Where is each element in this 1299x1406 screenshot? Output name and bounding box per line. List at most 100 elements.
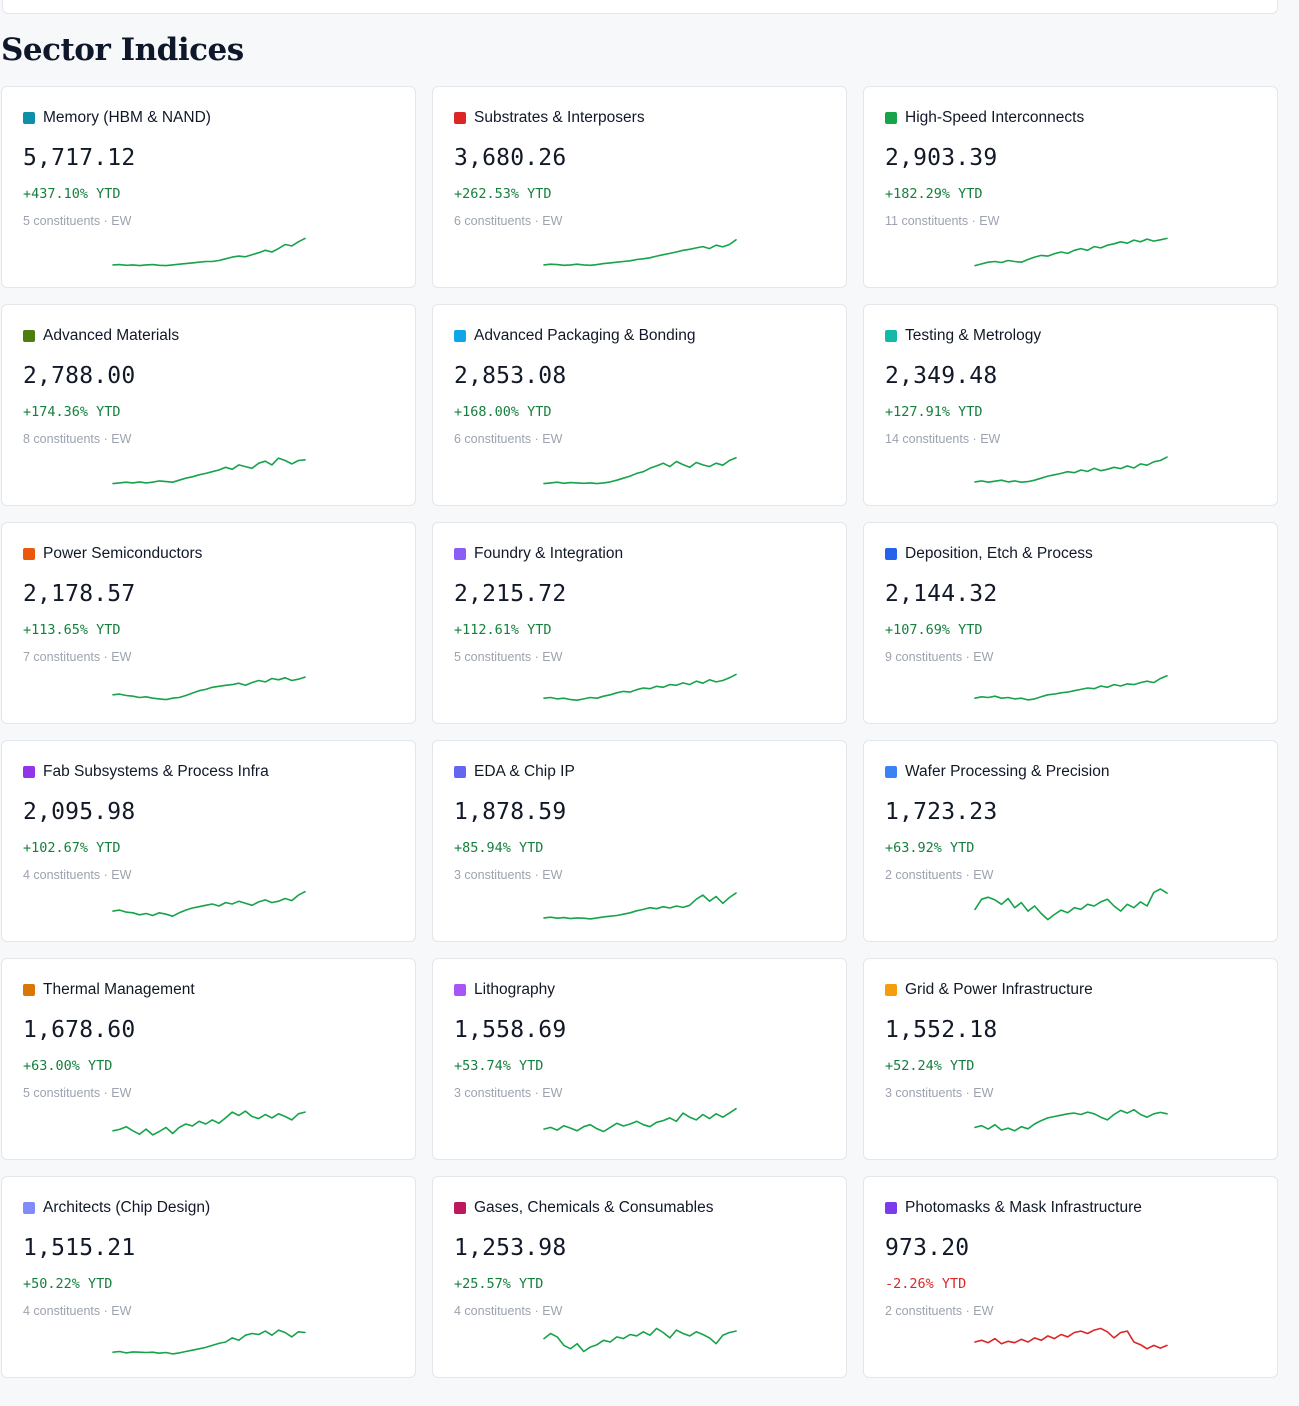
sector-name: Lithography [474,981,556,998]
sector-card-10[interactable]: EDA & Chip IP 1,878.59 +85.94% YTD 3 con… [432,740,847,942]
sector-card-1[interactable]: Substrates & Interposers 3,680.26 +262.5… [432,86,847,288]
sector-card-9[interactable]: Fab Subsystems & Process Infra 2,095.98 … [1,740,416,942]
sparkline-chart [974,456,1168,484]
constituents-meta: 4 constituents · EW [23,1304,132,1318]
sector-card-2[interactable]: High-Speed Interconnects 2,903.39 +182.2… [863,86,1278,288]
sector-name: Advanced Materials [43,327,180,344]
sector-color-swatch [454,112,466,124]
sector-card-3[interactable]: Advanced Materials 2,788.00 +174.36% YTD… [1,304,416,506]
sector-color-swatch [23,984,35,996]
index-value: 2,215.72 [454,581,567,607]
index-value: 973.20 [885,1235,970,1261]
constituents-meta: 6 constituents · EW [454,214,563,228]
ytd-change: +168.00% YTD [454,404,552,420]
index-value: 1,878.59 [454,799,567,825]
constituents-meta: 11 constituents · EW [885,214,1000,228]
sector-color-swatch [23,330,35,342]
sparkline-line [112,237,306,267]
card-header: Testing & Metrology [885,327,1041,345]
card-header: Fab Subsystems & Process Infra [23,763,269,781]
sector-name: Power Semiconductors [43,545,203,562]
index-value: 2,853.08 [454,363,567,389]
sparkline-chart [543,673,737,702]
constituents-meta: 9 constituents · EW [885,650,994,664]
sparkline-chart [974,888,1168,921]
constituents-meta: 2 constituents · EW [885,1304,994,1318]
card-header: Lithography [454,981,555,999]
constituents-meta: 5 constituents · EW [23,214,132,228]
sparkline-chart [974,1327,1168,1350]
sector-color-swatch [885,112,897,124]
sector-card-13[interactable]: Lithography 1,558.69 +53.74% YTD 3 const… [432,958,847,1160]
index-value: 1,678.60 [23,1017,136,1043]
index-value: 3,680.26 [454,145,567,171]
sector-color-swatch [454,984,466,996]
constituents-meta: 2 constituents · EW [885,868,994,882]
card-header: Foundry & Integration [454,545,623,563]
sector-card-11[interactable]: Wafer Processing & Precision 1,723.23 +6… [863,740,1278,942]
sector-card-7[interactable]: Foundry & Integration 2,215.72 +112.61% … [432,522,847,724]
sector-card-5[interactable]: Testing & Metrology 2,349.48 +127.91% YT… [863,304,1278,506]
sector-card-16[interactable]: Gases, Chemicals & Consumables 1,253.98 … [432,1176,847,1378]
sparkline-chart [112,237,306,267]
sector-name: Photomasks & Mask Infrastructure [905,1199,1142,1216]
sector-color-swatch [23,1202,35,1214]
index-value: 1,515.21 [23,1235,136,1261]
index-value: 2,349.48 [885,363,998,389]
card-header: High-Speed Interconnects [885,109,1084,127]
sector-card-14[interactable]: Grid & Power Infrastructure 1,552.18 +52… [863,958,1278,1160]
card-header: Advanced Packaging & Bonding [454,327,695,345]
sector-card-17[interactable]: Photomasks & Mask Infrastructure 973.20 … [863,1176,1278,1378]
sector-name: EDA & Chip IP [474,763,575,780]
constituents-meta: 6 constituents · EW [454,432,563,446]
sparkline-chart [974,237,1168,267]
sparkline-chart [543,1107,737,1133]
card-header: Gases, Chemicals & Consumables [454,1199,714,1217]
sparkline-chart [112,890,306,918]
sparkline-line [974,1327,1168,1350]
sector-name: Advanced Packaging & Bonding [474,327,696,344]
constituents-meta: 3 constituents · EW [454,868,563,882]
sparkline-chart [543,892,737,920]
sparkline-line [543,1327,737,1353]
sector-card-0[interactable]: Memory (HBM & NAND) 5,717.12 +437.10% YT… [1,86,416,288]
sector-card-4[interactable]: Advanced Packaging & Bonding 2,853.08 +1… [432,304,847,506]
ytd-change: +437.10% YTD [23,186,121,202]
sparkline-line [543,239,737,267]
sparkline-line [543,1107,737,1133]
constituents-meta: 7 constituents · EW [23,650,132,664]
ytd-change: +112.61% YTD [454,622,552,638]
sparkline-line [974,456,1168,484]
index-value: 1,558.69 [454,1017,567,1043]
sparkline-line [112,1329,306,1355]
index-value: 1,552.18 [885,1017,998,1043]
sector-grid: Memory (HBM & NAND) 5,717.12 +437.10% YT… [1,86,1278,1378]
constituents-meta: 3 constituents · EW [454,1086,563,1100]
ytd-change: +262.53% YTD [454,186,552,202]
ytd-change: -2.26% YTD [885,1276,967,1292]
page-title: Sector Indices [1,32,244,68]
sparkline-chart [974,675,1168,701]
card-header: Photomasks & Mask Infrastructure [885,1199,1142,1217]
ytd-change: +52.24% YTD [885,1058,975,1074]
sector-color-swatch [885,984,897,996]
sector-color-swatch [454,1202,466,1214]
sector-card-15[interactable]: Architects (Chip Design) 1,515.21 +50.22… [1,1176,416,1378]
sparkline-chart [112,1329,306,1355]
sparkline-line [112,890,306,918]
sector-name: Thermal Management [43,981,195,998]
sector-card-6[interactable]: Power Semiconductors 2,178.57 +113.65% Y… [1,522,416,724]
card-header: EDA & Chip IP [454,763,575,781]
card-header: Deposition, Etch & Process [885,545,1093,563]
sparkline-chart [112,1110,306,1136]
ytd-change: +85.94% YTD [454,840,544,856]
sector-card-8[interactable]: Deposition, Etch & Process 2,144.32 +107… [863,522,1278,724]
ytd-change: +113.65% YTD [23,622,121,638]
index-value: 2,095.98 [23,799,136,825]
ytd-change: +50.22% YTD [23,1276,113,1292]
card-header: Advanced Materials [23,327,179,345]
sparkline-line [974,675,1168,701]
ytd-change: +107.69% YTD [885,622,983,638]
card-header: Wafer Processing & Precision [885,763,1109,781]
sector-card-12[interactable]: Thermal Management 1,678.60 +63.00% YTD … [1,958,416,1160]
